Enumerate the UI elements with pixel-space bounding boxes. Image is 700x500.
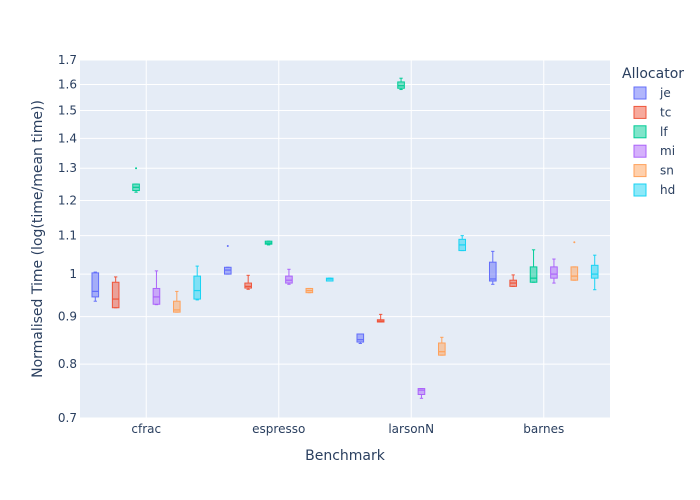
- y-tick-label: 0.8: [58, 357, 77, 371]
- box-lf-espresso: [264, 240, 273, 246]
- legend: je tc lf mi sn hd: [633, 86, 675, 197]
- legend-item-lf: lf: [633, 125, 668, 139]
- box-body: [570, 266, 579, 281]
- box-body: [488, 261, 497, 282]
- y-tick-label: 0.7: [58, 411, 77, 425]
- box-tc-barnes: [509, 274, 517, 287]
- box-body: [111, 281, 120, 309]
- box-body: [550, 266, 558, 279]
- series-hd: [193, 235, 599, 301]
- gridlines: [80, 59, 610, 419]
- box-tc-espresso: [244, 274, 252, 290]
- box-sn-cfrac: [173, 290, 181, 313]
- y-tick-label: 1: [69, 267, 77, 281]
- legend-label: sn: [660, 164, 674, 178]
- box-body: [590, 264, 599, 279]
- y-tick-label: 1.4: [58, 131, 77, 145]
- box-hd-cfrac: [193, 265, 202, 301]
- legend-item-tc: tc: [633, 105, 671, 119]
- box-tc-larsonN: [376, 313, 385, 323]
- box-hd-espresso: [325, 277, 334, 282]
- box-mi-espresso: [285, 268, 293, 285]
- legend-swatch: [633, 183, 647, 197]
- y-axis-title: Normalised Time (log(time/mean time)): [30, 100, 46, 378]
- series-lf: [132, 77, 538, 283]
- box-lf-barnes: [529, 249, 538, 283]
- box-body: [193, 275, 202, 300]
- legend-item-mi: mi: [633, 144, 675, 158]
- y-tick-label: 1.7: [58, 53, 77, 67]
- legend-label: hd: [660, 183, 675, 197]
- legend-swatch: [633, 105, 647, 119]
- legend-label: je: [659, 86, 671, 100]
- box-body: [529, 266, 538, 283]
- box-sn-larsonN: [438, 336, 446, 356]
- y-tick-label: 1.5: [58, 103, 77, 117]
- legend-label: tc: [660, 105, 671, 119]
- box-je-espresso: [223, 245, 232, 275]
- box-sn-espresso: [305, 287, 314, 294]
- legend-item-je: je: [633, 86, 671, 100]
- legend-item-sn: sn: [633, 164, 674, 178]
- box-hd-larsonN: [458, 235, 467, 252]
- legend-label: mi: [660, 144, 675, 158]
- legend-swatch: [633, 125, 647, 139]
- legend-swatch: [633, 164, 647, 178]
- x-axis-title: Benchmark: [305, 448, 386, 464]
- legend-swatch: [633, 144, 647, 158]
- series-tc: [111, 274, 517, 323]
- box-sn-barnes: [570, 241, 579, 281]
- y-tick-label: 1.1: [58, 229, 77, 243]
- x-axis-ticks: cfrac espresso larsonN barnes: [131, 422, 564, 436]
- x-tick-label: larsonN: [388, 422, 434, 436]
- y-tick-label: 0.9: [58, 310, 77, 324]
- outlier-point: [135, 167, 138, 170]
- x-tick-label: espresso: [252, 422, 305, 436]
- outlier-point: [226, 245, 229, 248]
- y-tick-label: 1.3: [58, 161, 77, 175]
- box-lf-cfrac: [132, 167, 140, 193]
- series-mi: [152, 258, 558, 399]
- box-body: [91, 272, 100, 298]
- box-body: [356, 333, 365, 343]
- box-body: [417, 388, 426, 395]
- y-tick-label: 1.2: [58, 194, 77, 208]
- x-tick-label: barnes: [523, 422, 564, 436]
- legend-item-hd: hd: [633, 183, 675, 197]
- legend-label: lf: [660, 125, 668, 139]
- x-tick-label: cfrac: [131, 422, 161, 436]
- plot-area: [80, 60, 610, 418]
- box-je-cfrac: [91, 271, 100, 302]
- series-sn: [173, 241, 579, 356]
- box-series: [91, 77, 599, 399]
- box-mi-barnes: [550, 258, 558, 284]
- box-body: [438, 342, 446, 356]
- box-je-barnes: [488, 250, 497, 285]
- legend-swatch: [633, 86, 647, 100]
- outlier-point: [573, 241, 576, 244]
- box-mi-cfrac: [152, 270, 161, 306]
- box-hd-barnes: [590, 254, 599, 291]
- box-body: [173, 300, 181, 313]
- box-lf-larsonN: [397, 77, 405, 91]
- box-body: [223, 266, 232, 275]
- box-je-larsonN: [356, 333, 365, 344]
- box-tc-cfrac: [111, 276, 120, 309]
- y-axis-ticks: 0.7 0.8 0.9 1 1.1 1.2 1.3 1.4 1.5 1.6 1.7: [58, 53, 77, 425]
- y-tick-label: 1.6: [58, 77, 77, 91]
- series-je: [91, 245, 497, 344]
- box-body: [244, 282, 252, 289]
- box-mi-larsonN: [417, 388, 426, 399]
- box-body: [325, 277, 334, 282]
- legend-title: Allocator: [622, 66, 684, 82]
- box-body: [397, 81, 405, 89]
